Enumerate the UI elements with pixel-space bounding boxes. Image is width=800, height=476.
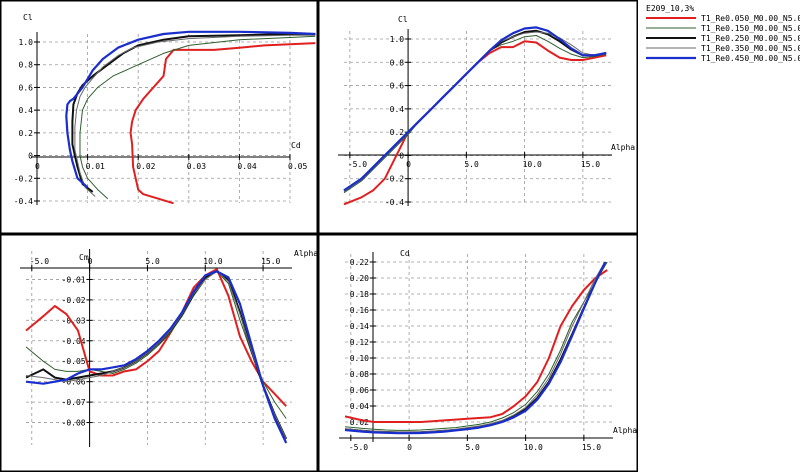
x-tick-label: 5.0 [145, 257, 160, 266]
chart-cm: -5.0 0 5.0 10.0 15.0 -0.01 -0.02 -0.03 -0.04 -0.0… [20, 249, 318, 447]
x-tick-label: 0.01 [86, 162, 105, 171]
y-tick-label: -0.02 [62, 296, 86, 305]
y-tick-label: 1.0 [390, 35, 405, 44]
y-tick-label: 0.12 [350, 338, 369, 347]
x-tick-label: 10.0 [523, 160, 542, 169]
y-tick-label: -0.2 [385, 175, 404, 184]
x-tick-label: 15.0 [581, 160, 600, 169]
x-tick-label: -5.0 [348, 160, 367, 169]
y-tick-label: 0.20 [350, 274, 369, 283]
y-axis-label: Cl [398, 15, 408, 24]
x-tick-label: 5.0 [464, 160, 479, 169]
legend-entry-label: T1_Re0.250_M0.00_N5.0 [701, 34, 800, 43]
y-axis-label: Cd [400, 249, 410, 258]
y-tick-label: 0.6 [390, 82, 405, 91]
series-line-T1_Re0.050_M0.00_N5.0 [344, 269, 608, 423]
legend-entry-label: T1_Re0.150_M0.00_N5.0 [701, 24, 800, 33]
x-tick-label: -5.0 [30, 257, 49, 266]
y-tick-label: 0.6 [19, 83, 34, 92]
y-tick-label: -0.4 [14, 197, 33, 206]
y-tick-label: 0.02 [350, 418, 369, 427]
chart-polar: 0 0.01 0.02 0.03 0.04 0.05-0.4-0.200.20.40.60… [14, 13, 316, 206]
series-group [25, 268, 288, 444]
chart-cd: -5.0 0 5.0 10.0 15.0 0.02 0.04 0.06 0.08 0.10 0.12… [339, 249, 637, 452]
y-tick-label: 0.18 [350, 290, 369, 299]
y-tick-label: -0.04 [62, 337, 86, 346]
y-axis-label: Cm [79, 253, 89, 262]
y-tick-label: 0 [28, 152, 33, 161]
y-tick-label: 0.4 [390, 105, 405, 114]
y-tick-label: -0.08 [62, 419, 86, 428]
x-tick-label: 0 [406, 160, 411, 169]
series-line-T1_Re0.450_M0.00_N5.0 [25, 270, 288, 444]
y-tick-label: 0.10 [350, 354, 369, 363]
y-tick-label: -0.03 [62, 316, 86, 325]
series-line-T1_Re0.150_M0.00_N5.0 [344, 262, 608, 431]
chart-cl: -5.0 0 5.0 10.0 15.0-0.4-0.200.20.40.60.81.0… [338, 15, 635, 207]
x-axis-label: Alpha [611, 143, 635, 152]
x-tick-label: 0.04 [237, 162, 256, 171]
x-tick-label: -5.0 [349, 443, 368, 452]
x-axis-label: Cd [291, 141, 301, 150]
y-tick-label: 0.4 [19, 106, 34, 115]
y-tick-label: -0.07 [62, 398, 86, 407]
series-line-T1_Re0.050_M0.00_N5.0 [129, 42, 316, 205]
series-group [65, 30, 316, 205]
x-tick-label: 10.0 [524, 443, 543, 452]
y-tick-label: -0.4 [385, 198, 404, 207]
legend: E209_10,3% T1_Re0.050_M0.00_N5.0T1_Re0.15… [646, 4, 800, 63]
y-tick-label: -0.05 [62, 357, 86, 366]
y-tick-label: 0.22 [350, 258, 369, 267]
y-tick-label: 0 [399, 151, 404, 160]
series-line-T1_Re0.450_M0.00_N5.0 [343, 26, 607, 192]
plot-panel-frame [317, 233, 639, 473]
y-tick-label: 0.8 [19, 61, 34, 70]
y-tick-label: -0.01 [62, 275, 86, 284]
x-tick-label: 0.02 [136, 162, 155, 171]
series-line-T1_Re0.350_M0.00_N5.0 [344, 262, 606, 433]
y-tick-label: 0.06 [350, 386, 369, 395]
series-line-T1_Re0.450_M0.00_N5.0 [65, 30, 316, 189]
x-tick-label: 0.05 [288, 162, 307, 171]
x-tick-label: 15.0 [261, 257, 280, 266]
legend-entry-label: T1_Re0.050_M0.00_N5.0 [701, 14, 800, 23]
series-group [344, 262, 608, 435]
x-tick-label: 0.03 [187, 162, 206, 171]
y-tick-label: 0.04 [350, 402, 369, 411]
x-tick-label: 5.0 [465, 443, 480, 452]
y-tick-label: -0.2 [14, 174, 33, 183]
y-axis-label: Cl [23, 13, 33, 22]
series-line-T1_Re0.150_M0.00_N5.0 [79, 35, 316, 200]
y-tick-label: 0.2 [19, 129, 34, 138]
x-axis-label: Alpha [294, 249, 318, 258]
series-line-T1_Re0.450_M0.00_N5.0 [344, 262, 607, 435]
x-tick-label: 10.0 [203, 257, 222, 266]
y-tick-label: -0.06 [62, 378, 86, 387]
x-tick-label: 0 [88, 257, 93, 266]
series-line-T1_Re0.350_M0.00_N5.0 [25, 270, 287, 440]
x-axis-label: Alpha [613, 426, 637, 435]
legend-title: E209_10,3% [646, 4, 694, 13]
y-tick-label: 0.2 [390, 128, 405, 137]
series-group [343, 26, 607, 206]
series-line-T1_Re0.150_M0.00_N5.0 [25, 270, 287, 419]
series-line-T1_Re0.050_M0.00_N5.0 [25, 268, 287, 407]
legend-panel [638, 0, 800, 472]
legend-entry-label: T1_Re0.450_M0.00_N5.0 [701, 54, 800, 63]
x-tick-label: 0 [35, 162, 40, 171]
plot-panel-frame [0, 233, 319, 473]
y-tick-label: 1.0 [19, 38, 34, 47]
legend-entry-label: T1_Re0.350_M0.00_N5.0 [701, 44, 800, 53]
series-line-T1_Re0.350_M0.00_N5.0 [74, 34, 316, 197]
y-tick-label: 0.08 [350, 370, 369, 379]
x-tick-label: 15.0 [582, 443, 601, 452]
plot-panel-frame [317, 0, 639, 235]
x-tick-label: 0 [407, 443, 412, 452]
y-tick-label: 0.8 [390, 58, 405, 67]
plot-panel-frame [0, 0, 319, 235]
y-tick-label: 0.14 [350, 322, 369, 331]
y-tick-label: 0.16 [350, 306, 369, 315]
